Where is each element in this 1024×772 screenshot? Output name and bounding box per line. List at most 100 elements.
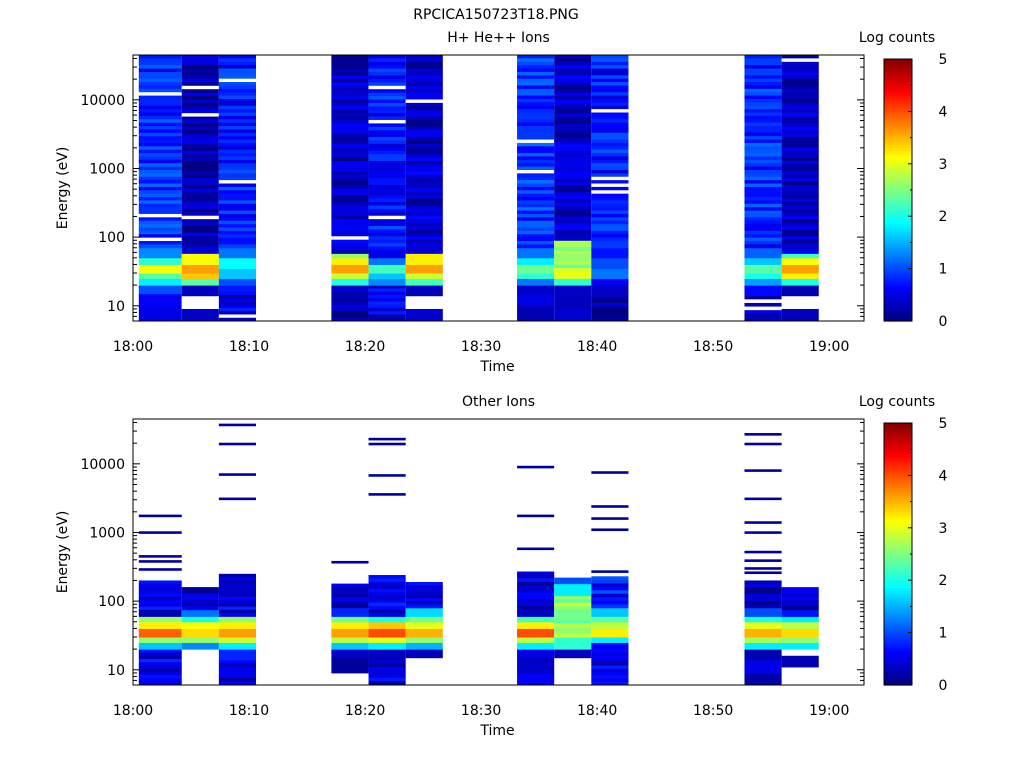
colorbar-swatch bbox=[884, 129, 912, 133]
colorbar-swatch bbox=[884, 556, 912, 560]
energy-bin bbox=[554, 137, 592, 142]
energy-bin bbox=[331, 58, 369, 63]
energy-bin bbox=[405, 55, 443, 59]
energy-bin bbox=[181, 616, 219, 623]
energy-bin bbox=[331, 616, 369, 623]
energy-bin bbox=[591, 102, 629, 107]
energy-bin bbox=[331, 253, 369, 259]
energy-bin bbox=[405, 58, 443, 63]
energy-bin bbox=[368, 585, 406, 590]
colorbar-tick-label: 2 bbox=[939, 209, 948, 225]
colorbar-swatch bbox=[884, 224, 912, 228]
colorbar-swatch bbox=[884, 239, 912, 243]
x-tick-label: 19:00 bbox=[809, 339, 849, 355]
energy-bin bbox=[331, 167, 369, 172]
energy-bin bbox=[368, 137, 406, 142]
energy-bin bbox=[331, 273, 369, 279]
colorbar-swatch bbox=[884, 506, 912, 511]
energy-bin bbox=[554, 133, 592, 138]
energy-bin bbox=[218, 173, 256, 178]
energy-bin bbox=[218, 55, 256, 59]
energy-bin bbox=[331, 264, 369, 274]
energy-bin bbox=[218, 183, 256, 188]
energy-bin bbox=[331, 106, 369, 111]
energy-bin bbox=[517, 186, 555, 191]
energy-bin bbox=[181, 205, 219, 210]
spectrogram-columns bbox=[138, 423, 819, 686]
energy-bin bbox=[331, 68, 369, 73]
energy-bin bbox=[331, 92, 369, 97]
count-line bbox=[218, 442, 256, 446]
energy-bin bbox=[368, 595, 406, 600]
colorbar-swatch bbox=[884, 640, 912, 644]
energy-bin bbox=[331, 198, 369, 203]
colorbar-tick-label: 4 bbox=[939, 468, 948, 484]
energy-bin bbox=[368, 578, 406, 583]
energy-bin bbox=[517, 207, 555, 212]
energy-bin bbox=[368, 592, 406, 597]
energy-bin bbox=[591, 240, 629, 245]
energy-bin bbox=[591, 299, 629, 304]
count-line bbox=[744, 469, 782, 472]
energy-bin bbox=[368, 243, 406, 248]
energy-bin bbox=[591, 163, 629, 168]
energy-bin bbox=[405, 184, 443, 189]
energy-bin bbox=[591, 88, 629, 93]
colorbar-swatch bbox=[884, 548, 912, 552]
energy-bin bbox=[591, 166, 629, 171]
energy-bin bbox=[517, 176, 555, 181]
energy-bin bbox=[405, 253, 443, 265]
x-tick-label: 18:10 bbox=[229, 703, 269, 719]
energy-bin bbox=[554, 212, 592, 217]
energy-bin bbox=[405, 119, 443, 124]
energy-bin bbox=[331, 72, 369, 77]
colorbar-tick-label: 3 bbox=[939, 521, 948, 537]
energy-bin bbox=[781, 616, 819, 623]
energy-bin bbox=[181, 123, 219, 128]
energy-bin bbox=[138, 146, 182, 151]
energy-bin bbox=[181, 215, 219, 220]
energy-bin bbox=[138, 293, 182, 307]
energy-bin bbox=[218, 583, 256, 588]
colorbar-swatch bbox=[884, 310, 912, 314]
plot-frame bbox=[132, 418, 865, 686]
energy-bin bbox=[744, 176, 782, 181]
energy-bin bbox=[591, 220, 629, 225]
energy-bin bbox=[138, 606, 182, 611]
energy-bin bbox=[331, 113, 369, 118]
energy-bin bbox=[331, 109, 369, 114]
energy-bin bbox=[517, 136, 555, 141]
energy-bin bbox=[405, 174, 443, 179]
energy-bin bbox=[591, 637, 629, 643]
energy-bin bbox=[591, 579, 629, 584]
energy-bin bbox=[138, 126, 182, 130]
colorbar-swatch bbox=[884, 519, 912, 524]
count-line bbox=[744, 442, 782, 446]
energy-bin bbox=[331, 178, 369, 183]
energy-bin bbox=[554, 633, 592, 638]
colorbar-swatch bbox=[884, 134, 912, 139]
energy-bin bbox=[368, 65, 406, 70]
energy-bin bbox=[181, 133, 219, 138]
energy-bin bbox=[554, 271, 592, 276]
energy-bin bbox=[405, 285, 443, 297]
colorbar-swatch bbox=[884, 561, 912, 566]
energy-bin bbox=[781, 55, 819, 59]
energy-bin bbox=[368, 208, 406, 213]
energy-bin bbox=[591, 186, 629, 191]
colorbar-swatch bbox=[884, 425, 912, 429]
energy-bin bbox=[181, 147, 219, 152]
energy-bin bbox=[181, 609, 219, 617]
energy-bin bbox=[368, 130, 406, 135]
energy-bin bbox=[517, 599, 555, 604]
energy-bin bbox=[405, 205, 443, 210]
energy-bin bbox=[554, 75, 592, 80]
energy-bin bbox=[781, 137, 819, 142]
colorbar-swatch bbox=[884, 307, 912, 312]
colorbar-swatch bbox=[884, 658, 912, 663]
colorbar-swatch bbox=[884, 467, 912, 471]
energy-bin bbox=[591, 142, 629, 147]
energy-bin bbox=[744, 139, 782, 144]
energy-bin bbox=[554, 175, 592, 180]
energy-bin bbox=[138, 142, 182, 147]
